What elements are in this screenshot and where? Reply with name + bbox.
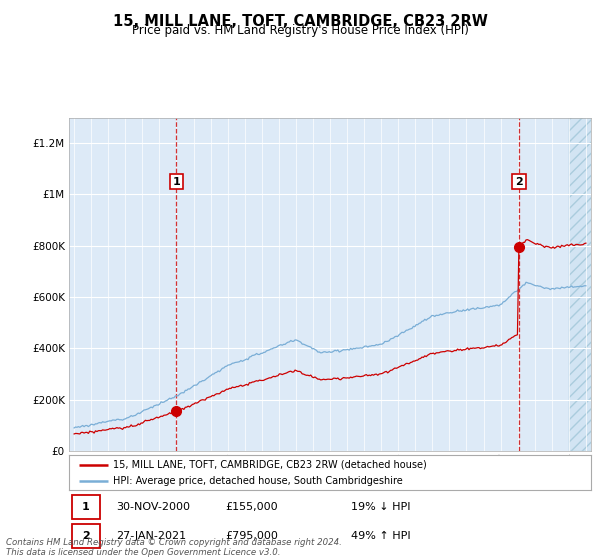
Bar	[569, 118, 595, 451]
Bar	[569, 118, 595, 451]
Text: £155,000: £155,000	[226, 502, 278, 512]
Text: 15, MILL LANE, TOFT, CAMBRIDGE, CB23 2RW: 15, MILL LANE, TOFT, CAMBRIDGE, CB23 2RW	[113, 14, 487, 29]
Text: 2: 2	[515, 176, 523, 186]
Text: 1: 1	[82, 502, 90, 512]
Text: 2: 2	[82, 531, 90, 540]
FancyBboxPatch shape	[71, 524, 100, 548]
Text: Price paid vs. HM Land Registry's House Price Index (HPI): Price paid vs. HM Land Registry's House …	[131, 24, 469, 37]
Text: 19% ↓ HPI: 19% ↓ HPI	[351, 502, 410, 512]
Text: HPI: Average price, detached house, South Cambridgeshire: HPI: Average price, detached house, Sout…	[113, 475, 403, 486]
Text: £795,000: £795,000	[226, 531, 278, 540]
Text: 30-NOV-2000: 30-NOV-2000	[116, 502, 190, 512]
FancyBboxPatch shape	[71, 495, 100, 519]
Text: 15, MILL LANE, TOFT, CAMBRIDGE, CB23 2RW (detached house): 15, MILL LANE, TOFT, CAMBRIDGE, CB23 2RW…	[113, 460, 427, 470]
Text: 27-JAN-2021: 27-JAN-2021	[116, 531, 186, 540]
Text: 49% ↑ HPI: 49% ↑ HPI	[351, 531, 410, 540]
Text: Contains HM Land Registry data © Crown copyright and database right 2024.
This d: Contains HM Land Registry data © Crown c…	[6, 538, 342, 557]
Text: 1: 1	[173, 176, 181, 186]
